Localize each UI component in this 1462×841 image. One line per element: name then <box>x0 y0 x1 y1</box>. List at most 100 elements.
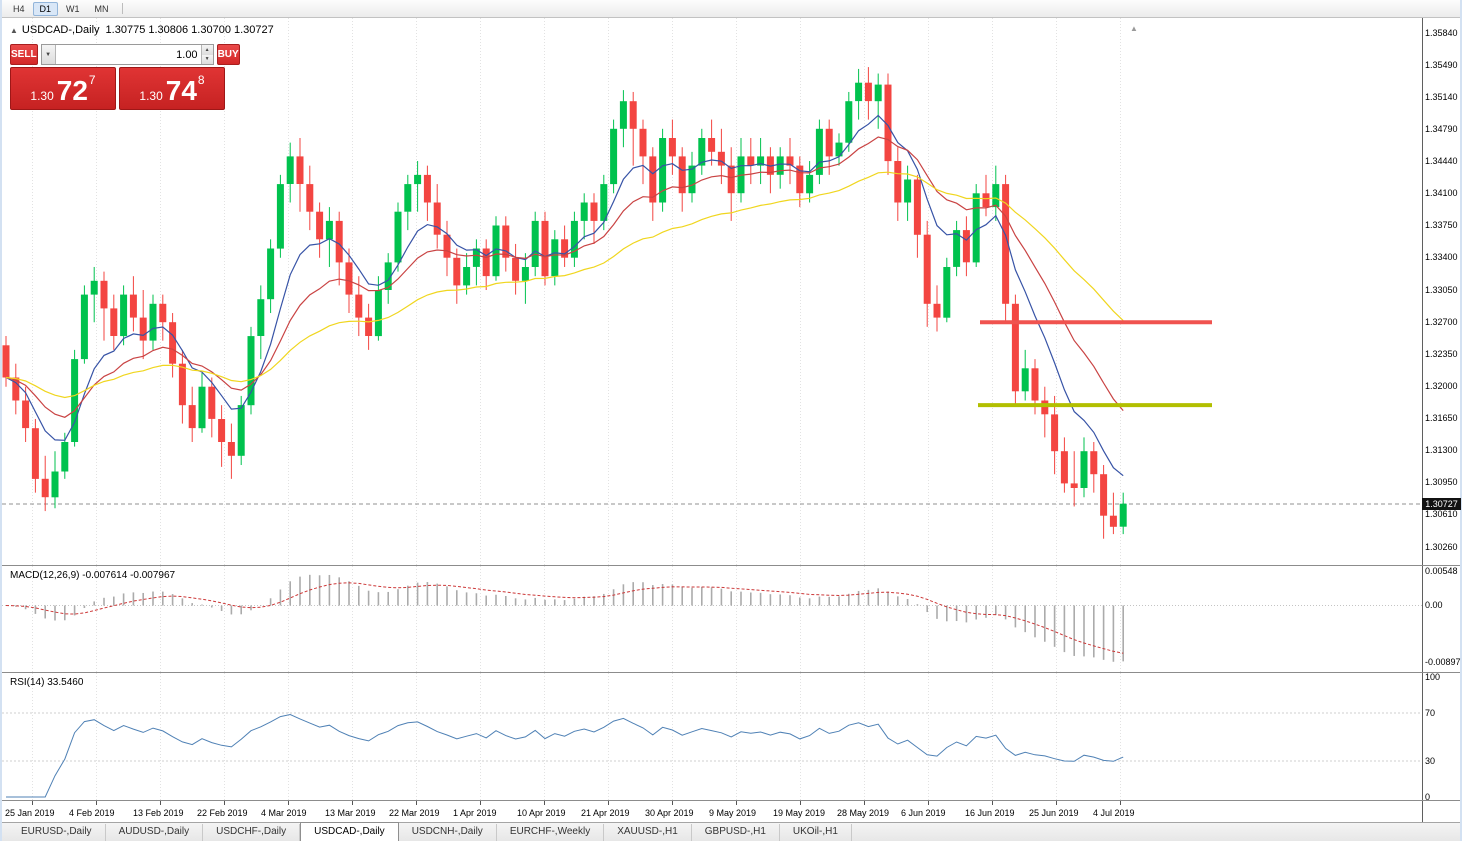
macd-canvas[interactable] <box>2 566 1422 672</box>
buy-price-big: 74 <box>165 75 197 106</box>
time-axis: 25 Jan 2019 4 Feb 2019 13 Feb 2019 22 Feb 2… <box>2 800 1460 822</box>
rsi-axis-label: 70 <box>1425 707 1436 718</box>
price-axis-label: 1.33750 <box>1425 220 1458 231</box>
rsi-line <box>6 713 1124 798</box>
time-tick-mark <box>32 801 33 805</box>
tab-audusd-daily[interactable]: AUDUSD-,Daily <box>106 824 204 841</box>
time-axis-label: 19 May 2019 <box>773 808 826 818</box>
time-tick-mark <box>800 801 801 805</box>
tab-gbpusd-h1[interactable]: GBPUSD-,H1 <box>692 824 780 841</box>
macd-label: MACD(12,26,9) -0.007614 -0.007967 <box>10 570 176 581</box>
sell-price-main: 1.30 <box>30 89 54 103</box>
price-axis-label: 1.35140 <box>1425 91 1458 102</box>
tab-usdchf-daily[interactable]: USDCHF-,Daily <box>203 824 301 841</box>
price-axis-label: 1.35490 <box>1425 59 1458 70</box>
sell-price-big: 72 <box>56 75 88 106</box>
tab-eurchf-weekly[interactable]: EURCHF-,Weekly <box>497 824 605 841</box>
current-price-tag: 1.30727 <box>1422 498 1461 510</box>
rsi-label: RSI(14) 33.5460 <box>10 677 84 688</box>
time-tick-mark <box>1056 801 1057 805</box>
sell-price-button[interactable]: 1.30 72 7 <box>10 67 116 110</box>
candles-series <box>2 67 1127 539</box>
macd-plot[interactable]: MACD(12,26,9) -0.007614 -0.007967 <box>2 566 1422 672</box>
tab-eurusd-daily[interactable]: EURUSD-,Daily <box>8 824 106 841</box>
sell-button[interactable]: SELL <box>10 44 38 65</box>
chart-tab-bar: EURUSD-,Daily AUDUSD-,Daily USDCHF-,Daily U… <box>2 822 1460 841</box>
time-axis-label: 25 Jun 2019 <box>1029 808 1079 818</box>
timeframe-h4-button[interactable]: H4 <box>6 2 32 16</box>
chart-title: ▲ USDCAD-,Daily 1.30775 1.30806 1.30700 1.… <box>10 24 274 36</box>
axis-corner <box>1422 801 1460 822</box>
timeframe-w1-button[interactable]: W1 <box>59 2 87 16</box>
time-axis-labels: 25 Jan 2019 4 Feb 2019 13 Feb 2019 22 Feb 2… <box>2 801 1422 822</box>
buy-button[interactable]: BUY <box>216 44 240 65</box>
macd-axis-label: 0.00548 <box>1425 565 1458 576</box>
tab-usdcnh-daily[interactable]: USDCNH-,Daily <box>399 824 497 841</box>
macd-histogram <box>15 574 1124 662</box>
time-axis-label: 10 Apr 2019 <box>517 808 566 818</box>
time-axis-label: 9 May 2019 <box>709 808 757 818</box>
price-axis-label: 1.30950 <box>1425 477 1458 488</box>
time-tick-mark <box>672 801 673 805</box>
volume-field: ▼ ▲ ▼ <box>40 44 214 65</box>
price-axis-label: 1.32350 <box>1425 348 1458 359</box>
trade-panel-price-row: 1.30 72 7 1.30 74 8 <box>10 67 226 110</box>
main-chart-plot[interactable]: ▲ USDCAD-,Daily 1.30775 1.30806 1.30700 1.… <box>2 18 1422 565</box>
rsi-canvas[interactable] <box>2 673 1422 800</box>
rsi-axis-label: 30 <box>1425 755 1436 766</box>
rsi-plot[interactable]: RSI(14) 33.5460 <box>2 673 1422 800</box>
time-axis-label: 13 Mar 2019 <box>325 808 376 818</box>
volume-spinner: ▲ ▼ <box>200 45 213 64</box>
volume-up-icon[interactable]: ▲ <box>201 45 213 55</box>
price-axis: 1.30727 1.35840 1.35490 1.35140 1.34790 1.34… <box>1422 18 1461 565</box>
buy-price-main: 1.30 <box>139 89 163 103</box>
time-tick-mark <box>288 801 289 805</box>
time-tick-mark <box>480 801 481 805</box>
tab-ukoil-h1[interactable]: UKOil-,H1 <box>780 824 852 841</box>
price-axis-label: 1.35840 <box>1425 27 1458 38</box>
volume-input[interactable] <box>55 45 201 64</box>
time-tick-mark <box>96 801 97 805</box>
price-axis-label: 1.30610 <box>1425 509 1458 520</box>
moving-average-17 <box>5 136 1124 418</box>
collapse-one-click-icon[interactable]: ▲ <box>10 26 18 35</box>
macd-axis-label: -0.00897 <box>1425 656 1461 667</box>
volume-dropdown-icon[interactable]: ▼ <box>41 45 56 64</box>
time-axis-label: 13 Feb 2019 <box>133 808 184 818</box>
moving-average-8 <box>5 114 1124 477</box>
buy-price-sup: 8 <box>197 73 205 87</box>
time-axis-label: 22 Feb 2019 <box>197 808 248 818</box>
toolbar-divider <box>121 3 123 14</box>
time-tick-mark <box>736 801 737 805</box>
tab-xauusd-h1[interactable]: XAUUSD-,H1 <box>604 824 692 841</box>
time-axis-label: 25 Jan 2019 <box>5 808 55 818</box>
price-axis-label: 1.34440 <box>1425 156 1458 166</box>
time-tick-mark <box>992 801 993 805</box>
chart-shift-marker-icon[interactable]: ▲ <box>1130 24 1138 33</box>
time-tick-mark <box>608 801 609 805</box>
price-axis-label: 1.31300 <box>1425 445 1458 456</box>
time-axis-label: 4 Jul 2019 <box>1093 808 1135 818</box>
time-tick-mark <box>864 801 865 805</box>
timeframe-buttons: H4 D1 W1 MN <box>6 1 117 16</box>
rsi-pane: RSI(14) 33.5460 100 70 30 0 <box>2 672 1460 802</box>
tab-usdcad-daily[interactable]: USDCAD-,Daily <box>300 822 399 841</box>
timeframe-mn-button[interactable]: MN <box>88 2 116 16</box>
time-axis-label: 22 Mar 2019 <box>389 808 440 818</box>
time-tick-mark <box>928 801 929 805</box>
price-axis-label: 1.32000 <box>1425 380 1458 391</box>
volume-down-icon[interactable]: ▼ <box>201 54 213 64</box>
price-axis-label: 1.33050 <box>1425 284 1458 295</box>
time-axis-label: 6 Jun 2019 <box>901 808 946 818</box>
trade-panel-top-row: SELL ▼ ▲ ▼ BUY <box>10 44 240 65</box>
main-chart-canvas[interactable] <box>2 18 1422 565</box>
buy-price-button[interactable]: 1.30 74 8 <box>119 67 225 110</box>
rsi-axis-label: 0 <box>1425 791 1431 802</box>
price-axis-label: 1.34100 <box>1425 188 1458 199</box>
time-axis-label: 1 Apr 2019 <box>453 808 497 818</box>
time-tick-mark <box>416 801 417 805</box>
timeframe-d1-button[interactable]: D1 <box>32 1 59 16</box>
time-axis-label: 21 Apr 2019 <box>581 808 630 818</box>
sell-price-sup: 7 <box>88 73 96 87</box>
